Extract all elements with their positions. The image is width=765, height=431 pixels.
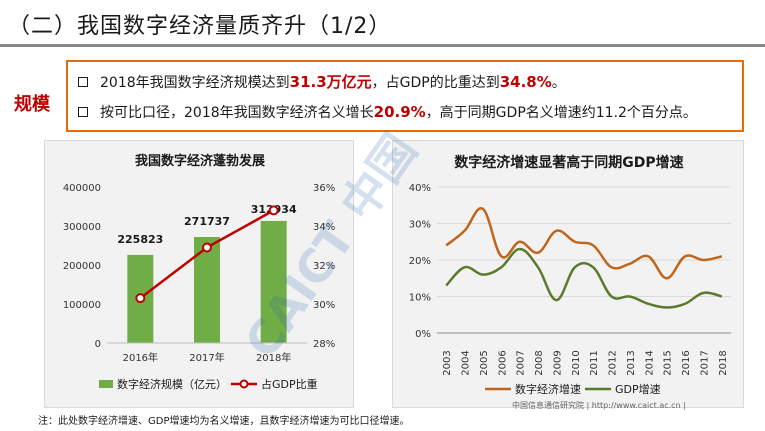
x-tick-label: 2007	[516, 350, 527, 375]
title-bar: （二）我国数字经济量质齐升（1/2）	[0, 0, 765, 48]
summary-1-highlight-share: 34.8%	[499, 73, 552, 91]
y2-tick-label: 34%	[313, 222, 335, 233]
x-tick-label: 2003	[442, 350, 453, 375]
x-tick-label: 2017	[699, 350, 710, 375]
y-tick-label: 200000	[63, 261, 101, 272]
x-tick-label: 2012	[608, 350, 619, 375]
checkbox-bullet-icon	[78, 107, 88, 117]
gdp-share-point	[268, 205, 279, 216]
scale-chart-title: 我国数字经济蓬勃发展	[135, 153, 266, 169]
scale-chart: 我国数字经济蓬勃发展 225823271737312934 0100000200…	[63, 153, 335, 391]
y-tick-label: 300000	[63, 222, 101, 233]
bar-data-label: 271737	[184, 215, 230, 228]
legend-label-scale: 数字经济规模（亿元）	[117, 377, 227, 391]
summary-2-highlight-growth: 20.9%	[373, 103, 426, 121]
summary-1-text-c: ，占GDP的比重达到	[371, 75, 500, 91]
x-tick-label: 2015	[663, 350, 674, 375]
growth-chart-title: 数字经济增速显著高于同期GDP增速	[454, 154, 683, 171]
summary-1-text-e: 。	[551, 75, 566, 91]
y-tick-label: 0	[95, 339, 101, 350]
x-tick-label: 2013	[626, 350, 637, 375]
legend-label-share: 占GDP比重	[261, 377, 318, 391]
scale-chart-panel: 我国数字经济蓬勃发展 225823271737312934 0100000200…	[44, 140, 354, 408]
summary-box: 2018年我国数字经济规模达到31.3万亿元，占GDP的比重达到34.8%。 按…	[66, 60, 744, 132]
y-tick-label: 100000	[63, 300, 101, 311]
summary-line-2: 按可比口径，2018年我国数字经济名义增长20.9%，高于同期GDP名义增速约1…	[78, 102, 697, 122]
summary-line-1: 2018年我国数字经济规模达到31.3万亿元，占GDP的比重达到34.8%。	[78, 71, 566, 92]
x-tick-label: 2010	[571, 350, 582, 375]
digital-growth-line	[445, 207, 723, 280]
y-tick-label: 400000	[63, 183, 101, 194]
y-tick-label: 0%	[415, 329, 431, 340]
x-tick-label: 2008	[534, 350, 545, 375]
summary-2-text-c: ，高于同期GDP名义增速约11.2个百分点。	[425, 105, 697, 121]
summary-2-text-a: 按可比口径，2018年我国数字经济名义增长	[100, 105, 374, 121]
y-tick-label: 20%	[409, 256, 431, 267]
x-tick-label: 2018年	[256, 351, 291, 364]
x-tick-label: 2011	[589, 350, 600, 375]
gdp-share-point	[135, 293, 146, 304]
legend-swatch-point	[239, 379, 249, 389]
growth-chart: 数字经济增速显著高于同期GDP增速 0% 10% 20% 30% 40% 2003 2004…	[409, 154, 731, 396]
footnote: 注：此处数字经济增速、GDP增速均为名义增速，且数字经济增速为可比口径增速。	[38, 416, 410, 427]
y2-tick-label: 32%	[313, 261, 335, 272]
x-tick-label: 2004	[461, 350, 472, 375]
y-tick-label: 10%	[409, 293, 431, 304]
x-tick-label: 2017年	[189, 351, 224, 364]
bar-data-label: 225823	[117, 233, 163, 246]
x-tick-label: 2009	[552, 350, 563, 375]
gdp-growth-line	[445, 247, 723, 309]
y-tick-label: 40%	[409, 183, 431, 194]
gdp-share-point	[202, 242, 212, 253]
source-line: 中国信息通信研究院 | http://www.caict.ac.cn |	[512, 401, 686, 410]
y2-tick-label: 28%	[313, 339, 335, 350]
x-tick-label: 2005	[479, 350, 490, 375]
y2-tick-label: 30%	[313, 300, 335, 311]
growth-chart-panel: 数字经济增速显著高于同期GDP增速 0% 10% 20% 30% 40% 2003 2004…	[392, 140, 744, 408]
bar-2018年	[260, 220, 287, 343]
title-divider	[0, 44, 765, 47]
legend-label-gdp: GDP增速	[615, 382, 661, 396]
summary-1-highlight-scale: 31.3万亿元	[289, 73, 372, 91]
x-tick-label: 2016年	[123, 351, 158, 364]
side-label: 规模	[14, 94, 50, 115]
y-tick-label: 30%	[409, 220, 431, 231]
page-title: （二）我国数字经济量质齐升（1/2）	[8, 14, 392, 39]
summary-1-text-a: 2018年我国数字经济规模达到	[100, 75, 290, 91]
y2-tick-label: 36%	[313, 183, 335, 194]
checkbox-bullet-icon	[78, 77, 88, 87]
x-tick-label: 2018	[718, 350, 729, 375]
x-tick-label: 2014	[644, 350, 655, 375]
x-tick-label: 2016	[681, 350, 692, 375]
x-tick-label: 2006	[497, 350, 508, 375]
legend-swatch-bar	[99, 380, 113, 388]
legend-label-digital: 数字经济增速	[515, 382, 581, 396]
